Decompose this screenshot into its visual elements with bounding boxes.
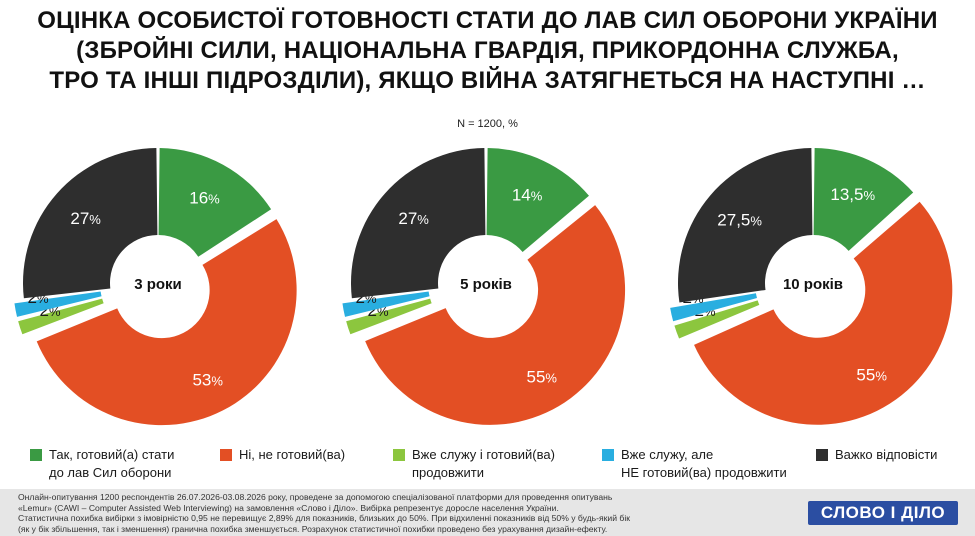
note-line: «Lemur» (CAWI – Computer Assisted Web In… xyxy=(18,502,559,513)
slice-5 років-yes xyxy=(486,148,589,252)
slice-10 років-yes xyxy=(813,148,914,251)
slice-10 років-serve_not_continue xyxy=(670,293,757,322)
legend-text: Ні, не готовий(ва) xyxy=(239,447,346,462)
center-3 роки xyxy=(112,237,204,329)
legend-label-yes: Так, готовий(а) стати до лав Сил оборони xyxy=(49,446,174,482)
legend-item-yes: Так, готовий(а) стати до лав Сил оборони xyxy=(30,446,174,482)
sample-size-note: N = 1200, % xyxy=(457,118,518,130)
slice-3 роки-serve_continue xyxy=(18,298,104,335)
center-10 років xyxy=(767,237,859,329)
title-line-2: (ЗБРОЙНІ СИЛИ, НАЦІОНАЛЬНА ГВАРДІЯ, ПРИК… xyxy=(76,37,899,64)
note-line: (як у бік збільшення, так і зменшення) г… xyxy=(18,523,608,534)
chart-title: ОЦІНКА ОСОБИСТОЇ ГОТОВНОСТІ СТАТИ ДО ЛАВ… xyxy=(0,6,975,96)
legend-label-serve-not-continue: Вже служу, але НЕ готовий(ва) продовжити xyxy=(621,446,787,482)
legend-swatch-serve-continue xyxy=(393,449,405,461)
slice-label-3 роки-no: 53% xyxy=(192,371,223,390)
slice-3 роки-yes xyxy=(158,148,272,257)
slice-label-5 років-no: 55% xyxy=(526,367,557,386)
legend-text: НЕ готовий(ва) продовжити xyxy=(621,465,787,480)
center-label: 10 років xyxy=(783,276,843,293)
slice-3 роки-hard xyxy=(23,148,158,299)
legend-text: продовжити xyxy=(412,465,484,480)
legend-text: Так, готовий(а) стати xyxy=(49,447,175,462)
legend-text: Важко відповісти xyxy=(835,447,938,462)
legend-label-no: Ні, не готовий(ва) xyxy=(239,446,345,464)
slice-label-5 років-yes: 14% xyxy=(512,186,543,205)
legend-item-serve-continue: Вже служу і готовий(ва) продовжити xyxy=(393,446,555,482)
center-label: 5 років xyxy=(460,276,512,293)
slice-label-10 років-hard: 27,5% xyxy=(717,210,762,229)
brand-logo: СЛОВО І ДІЛО xyxy=(808,501,958,525)
legend-swatch-no xyxy=(220,449,232,461)
slice-5 років-hard xyxy=(351,148,486,299)
legend-item-hard: Важко відповісти xyxy=(816,446,937,464)
slice-5 років-serve_not_continue xyxy=(342,291,430,317)
slice-3 роки-serve_not_continue xyxy=(14,291,102,317)
footer: Онлайн-опитування 1200 респондентів 26.0… xyxy=(0,489,975,536)
legend-item-no: Ні, не готовий(ва) xyxy=(220,446,345,464)
slice-5 років-no xyxy=(365,205,626,425)
slice-label-3 роки-yes: 16% xyxy=(189,188,220,207)
slice-label-5 років-hard: 27% xyxy=(398,209,429,228)
legend: Так, готовий(а) стати до лав Сил оборони… xyxy=(0,446,975,486)
legend-swatch-hard xyxy=(816,449,828,461)
title-line-1: ОЦІНКА ОСОБИСТОЇ ГОТОВНОСТІ СТАТИ ДО ЛАВ… xyxy=(37,7,938,34)
legend-swatch-serve-not-continue xyxy=(602,449,614,461)
center-label: 3 роки xyxy=(134,276,182,293)
center-5 років xyxy=(440,237,532,329)
note-line: Онлайн-опитування 1200 респондентів 26.0… xyxy=(18,492,613,502)
methodology-note: Онлайн-опитування 1200 респондентів 26.0… xyxy=(18,492,708,534)
slice-label-10 років-no: 55% xyxy=(856,365,887,384)
slice-10 років-hard xyxy=(678,148,813,303)
slice-3 роки-no xyxy=(36,219,297,426)
legend-text: Вже служу, але xyxy=(621,447,714,462)
slice-label-3 роки-hard: 27% xyxy=(70,209,101,228)
legend-swatch-yes xyxy=(30,449,42,461)
slice-5 років-serve_continue xyxy=(346,298,432,335)
slice-label-10 років-yes: 13,5% xyxy=(830,185,875,204)
slice-10 років-serve_continue xyxy=(674,300,760,339)
slice-10 років-no xyxy=(694,201,953,425)
note-line: Статистична похибка вибірки з імовірніст… xyxy=(18,513,630,523)
legend-item-serve-not-continue: Вже служу, але НЕ готовий(ва) продовжити xyxy=(602,446,787,482)
legend-text: Вже служу і готовий(ва) xyxy=(412,447,555,462)
title-line-3: ТРО ТА ІНШІ ПІДРОЗДІЛИ), ЯКЩО ВІЙНА ЗАТЯ… xyxy=(49,67,926,94)
legend-label-hard: Важко відповісти xyxy=(835,446,937,464)
legend-text: до лав Сил оборони xyxy=(49,465,172,480)
legend-label-serve-continue: Вже служу і готовий(ва) продовжити xyxy=(412,446,555,482)
